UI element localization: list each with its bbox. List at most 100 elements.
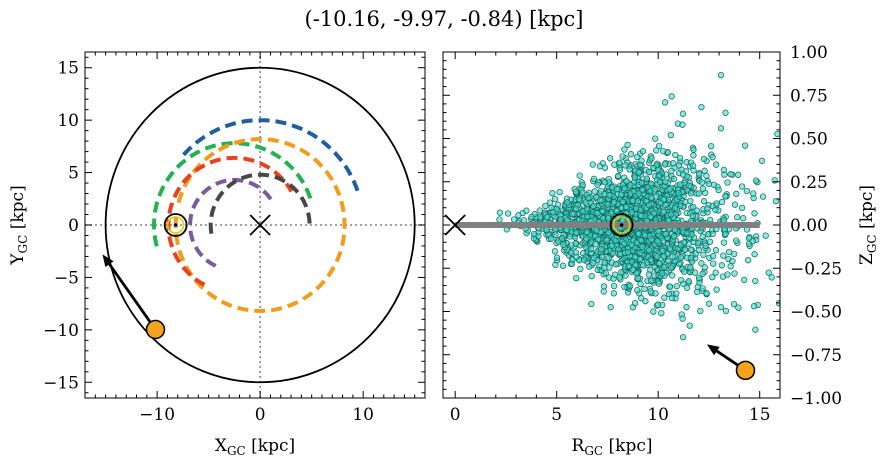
star-point [553,254,561,261]
star-point [638,179,645,186]
left-y-tick-label: 0 [68,216,79,236]
star-point [622,272,629,279]
star-point [611,161,618,168]
right-x-tick-label: 0 [450,405,461,425]
star-point [496,216,503,223]
star-point [601,259,608,266]
star-point [735,171,742,178]
star-point [735,304,742,311]
star-point [690,146,697,153]
right-y-tick-label: −1.00 [790,389,842,409]
star-point [573,274,580,282]
star-point [647,277,655,284]
star-point [644,184,651,191]
star-point [705,180,712,188]
star-point [621,146,628,153]
star-point [698,179,706,186]
star-point [592,241,599,248]
star-point [655,166,662,174]
star-point [577,265,584,273]
star-point [751,251,758,258]
star-point [687,264,694,271]
star-point [631,174,638,181]
left-y-axis-label: YGC [kpc] [8,185,30,265]
star-point [712,206,719,214]
star-point [600,283,608,290]
star-point [650,308,657,315]
star-point [704,231,712,238]
star-point [679,121,686,128]
right-y-tick-label: 1.00 [790,43,828,63]
star-point [713,286,720,293]
star-point [733,237,740,244]
star-point [552,261,559,269]
star-point [602,270,609,277]
star-point [666,186,673,193]
star-point [656,178,664,186]
star-point [709,253,717,260]
star-point [693,288,701,296]
star-point [709,273,716,281]
star-point [576,172,583,179]
sun-marker [163,213,188,237]
star-point [720,166,728,174]
star-point [639,243,646,251]
star-point [710,260,717,267]
star-point [704,205,711,212]
left-x-tick-label: 0 [255,405,266,425]
spiral-arm-6 [208,172,312,234]
star-point [596,163,604,170]
star-point [670,160,677,167]
star-point [543,226,550,234]
star-point [703,290,710,297]
star-point [666,245,674,252]
star-point [661,294,668,301]
left-x-tick-label: 10 [352,405,374,425]
star-point [593,227,600,234]
star-point [635,190,642,197]
star-point [738,183,746,190]
spiral-arm-4 [166,155,294,287]
star-point [579,189,586,196]
star-point [583,235,590,242]
star-point [675,162,683,169]
star-point [686,322,693,329]
star-point [583,229,590,236]
star-point [611,271,619,278]
star-point [667,264,675,272]
star-point [606,155,614,162]
star-point [551,195,559,203]
star-point [741,276,748,283]
star-point [624,141,631,149]
star-point [648,155,655,162]
star-point [643,175,650,182]
star-point [681,268,688,275]
star-point [696,171,703,178]
star-point [654,301,662,308]
star-point [699,185,707,192]
star-point [647,256,654,263]
star-point [701,264,708,271]
star-point [638,212,645,220]
star-point [659,247,666,254]
star-point [660,253,667,260]
star-point [598,246,605,253]
star-point [590,203,597,210]
star-point [537,214,544,221]
star-point [588,300,595,308]
star-point [665,257,672,264]
star-point [659,237,667,244]
star-point [727,171,734,178]
star-point [641,285,648,293]
star-point [635,230,642,238]
left-x-tick-label: −10 [139,405,175,425]
star-point [558,235,566,242]
star-point [617,191,625,198]
star-point [671,233,678,240]
galactic-center-marker-right [444,214,466,236]
star-point [662,178,669,185]
star-point [677,254,685,261]
star-point [610,290,618,297]
star-point [650,210,658,217]
left-y-tick-label: −5 [54,268,79,288]
